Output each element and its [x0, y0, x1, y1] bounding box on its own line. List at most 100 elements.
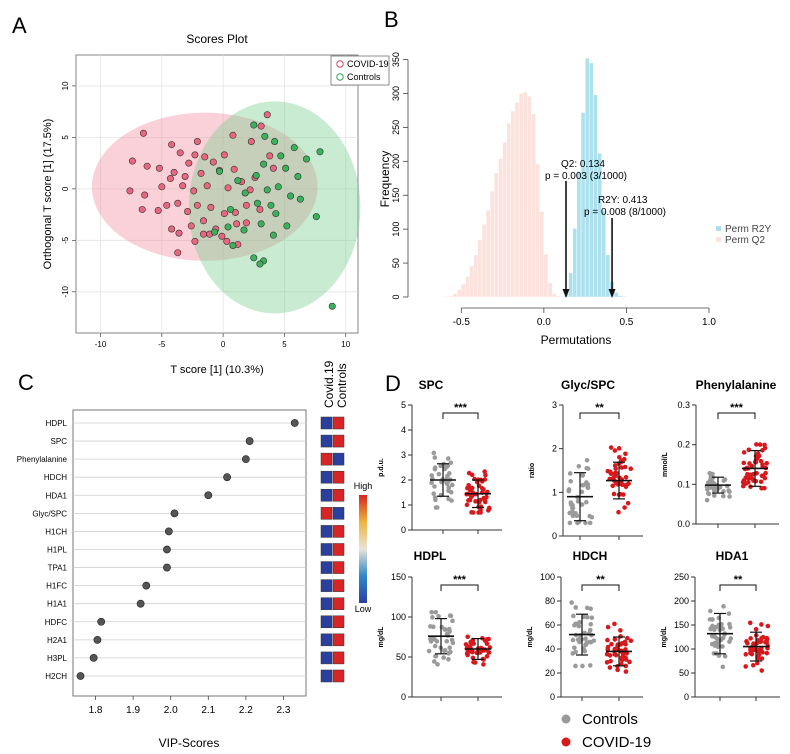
significance-bracket	[440, 584, 479, 591]
dotplot-hda1: HDA1 0 50 100 150 200 250 mg/dL **	[661, 549, 780, 702]
significance-bracket	[579, 412, 620, 419]
score-point-covid-19	[174, 249, 182, 257]
histogram-bar-perm-q2	[539, 211, 545, 298]
control-point	[441, 655, 446, 660]
score-point-controls	[303, 155, 311, 163]
heat-cell-covid	[320, 561, 333, 574]
legend-controls-label: Controls	[347, 72, 381, 82]
histogram-bar-perm-q2	[523, 91, 528, 298]
feature-label: SPC	[51, 437, 68, 446]
score-point-covid-19	[181, 172, 189, 180]
score-point-controls	[272, 210, 280, 218]
score-point-covid-19	[209, 158, 217, 166]
legend-r2y-label: Perm R2Y	[725, 224, 771, 235]
feature-label: H1PL	[47, 545, 68, 554]
score-point-controls	[328, 302, 336, 310]
color-key-low: Low	[355, 604, 372, 614]
score-point-controls	[234, 177, 242, 185]
control-point	[567, 471, 573, 476]
y-tick-label: 80	[545, 596, 555, 606]
control-point	[444, 638, 450, 644]
heat-cell-controls	[332, 669, 345, 683]
control-point	[571, 613, 576, 619]
score-point-controls	[267, 201, 275, 209]
control-point	[430, 615, 435, 620]
score-point-covid-19	[266, 152, 274, 160]
covid-point	[477, 650, 483, 655]
x-tick-label: 2.3	[276, 705, 290, 716]
covid-point	[469, 472, 475, 478]
covid-point	[483, 472, 488, 478]
heat-cell-covid	[320, 669, 333, 683]
score-point-covid-19	[231, 209, 239, 217]
vip-point	[76, 672, 85, 680]
covid-point	[612, 646, 618, 652]
feature-label: H1FC	[46, 582, 67, 591]
score-point-covid-19	[139, 129, 147, 137]
y-tick-label: 0	[550, 692, 555, 702]
x-tick-label: 0.5	[619, 317, 633, 328]
dotplot-y-label: p.d.u.	[378, 458, 385, 477]
y-tick-label: 150	[391, 188, 401, 203]
y-tick-label: 0	[684, 692, 689, 702]
covid-point	[486, 649, 491, 655]
covid-point	[741, 460, 747, 466]
control-point	[710, 471, 715, 477]
control-point	[706, 491, 711, 496]
legend-q2-swatch	[716, 237, 721, 242]
covid-point	[616, 446, 622, 451]
covid-point	[762, 442, 767, 448]
histogram-bar-perm-r2y	[593, 94, 598, 298]
r2y-annotation-line-2: p = 0.008 (8/1000)	[584, 207, 666, 218]
y-tick-label: 250	[391, 120, 401, 135]
control-point	[575, 637, 581, 642]
vip-point	[290, 419, 299, 427]
vip-rows: HDPL SPC Phenylalanine HDCH HDA1 Glyc/SPC H1CH…	[17, 416, 345, 683]
covid-point	[463, 642, 469, 647]
covid-point	[482, 469, 487, 474]
significance-stars: ***	[730, 402, 744, 414]
histogram-bar-perm-r2y	[572, 228, 578, 298]
covid-point	[605, 624, 611, 630]
covid-point	[623, 663, 629, 669]
covid-point	[471, 659, 476, 665]
score-point-covid-19	[166, 175, 174, 183]
covid-point	[481, 487, 486, 492]
covid-point	[486, 505, 492, 511]
covid-point	[615, 667, 620, 673]
histogram-bar-perm-q2	[444, 296, 450, 298]
score-point-controls	[257, 220, 265, 228]
control-point	[577, 619, 582, 625]
histogram-bar-perm-r2y	[613, 292, 619, 298]
histogram-bar-perm-q2	[461, 283, 466, 298]
y-tick-label: 0	[401, 692, 406, 702]
covid-point	[611, 491, 617, 497]
y-tick-label: 0	[61, 186, 70, 191]
score-point-covid-19	[193, 201, 201, 209]
control-point	[708, 626, 714, 631]
y-tick-label: 150	[674, 620, 689, 630]
covid-point	[618, 628, 623, 633]
histogram-bar-perm-q2	[547, 282, 553, 298]
score-point-covid-19	[190, 187, 198, 195]
dotplot-title: Phenylalanine	[696, 378, 777, 392]
covid-point	[764, 650, 770, 656]
covid-point	[618, 642, 624, 647]
covid-point	[468, 486, 473, 491]
histogram-bar-perm-q2	[465, 276, 470, 298]
control-point	[450, 640, 456, 646]
dotplot-title: HDA1	[716, 549, 749, 563]
covid-point	[622, 505, 627, 510]
score-point-controls	[312, 213, 320, 221]
covid-point	[613, 466, 619, 471]
histogram-bar-perm-q2	[473, 254, 478, 298]
vip-plot-frame	[72, 409, 307, 697]
dotplot-spc: SPC 0 1 2 3 4 5 p.d.u. ***	[378, 378, 502, 535]
score-point-covid-19	[175, 229, 183, 237]
covid-point	[759, 656, 765, 661]
panel-label-a: A	[12, 13, 27, 38]
control-point	[576, 463, 582, 469]
heat-cell-covid	[320, 489, 333, 502]
histogram-bar-perm-q2	[551, 293, 557, 298]
histogram-bar-perm-r2y	[617, 295, 623, 298]
